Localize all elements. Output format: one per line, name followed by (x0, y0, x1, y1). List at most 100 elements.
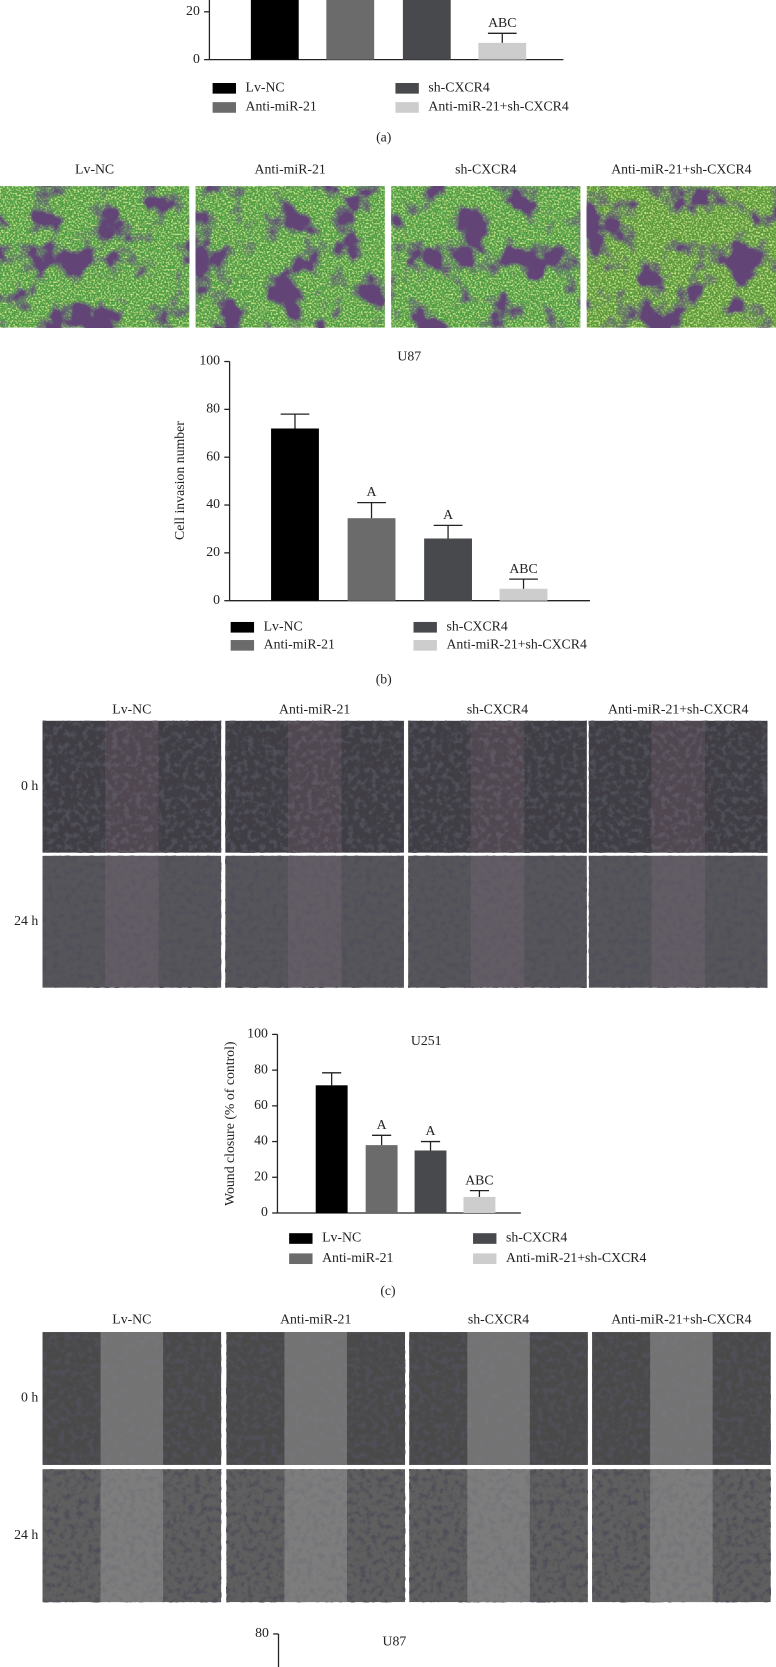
column-header: sh-CXCR4 (467, 701, 528, 716)
legend-label: Lv-NC (246, 79, 285, 94)
legend-label: Lv-NC (322, 1230, 361, 1245)
legend-swatch (413, 640, 437, 651)
y-tick-label: 80 (206, 401, 220, 416)
wound-gap (287, 855, 342, 988)
y-tick-label: 20 (254, 1168, 268, 1183)
y-axis-label: Wound closure (% of control) (222, 1041, 238, 1205)
legend-swatch (230, 621, 255, 633)
y-tick-label: 100 (199, 353, 220, 368)
y-tick-label: 0 (193, 51, 200, 66)
error-bar (469, 1190, 489, 1197)
legend-label: Anti-miR-21+sh-CXCR4 (446, 637, 586, 652)
legend-swatch (395, 102, 419, 113)
wound-gap (650, 1469, 713, 1603)
wound-gap (470, 855, 525, 988)
annotation: A (377, 1117, 387, 1132)
error-bar (509, 578, 538, 589)
column-header: Lv-NC (75, 161, 114, 176)
wound-gap (467, 1469, 530, 1603)
row-label: 24 h (14, 913, 38, 928)
y-tick-label: 80 (254, 1061, 268, 1076)
micrograph (0, 186, 190, 328)
y-tick-label: 40 (206, 496, 220, 511)
legend-label: Lv-NC (264, 618, 303, 633)
y-tick-label: 60 (206, 448, 220, 463)
legend-swatch (289, 1233, 313, 1244)
y-tick-label: 0 (213, 592, 220, 607)
legend-label: Anti-miR-21 (322, 1250, 393, 1265)
wound-gap (100, 1469, 164, 1603)
error-bar (433, 524, 463, 539)
panel-label: (a) (376, 129, 391, 145)
bar (271, 428, 319, 601)
legend-label: Anti-miR-21+sh-CXCR4 (428, 99, 568, 114)
annotation: A (426, 1123, 436, 1138)
legend-label: Anti-miR-21+sh-CXCR4 (506, 1250, 646, 1265)
wound-gap (651, 720, 705, 853)
bar (414, 1150, 447, 1213)
wound-gap (470, 720, 525, 853)
legend-swatch (413, 621, 437, 633)
legend-swatch (212, 83, 236, 94)
bar (347, 518, 396, 601)
annotation: A (443, 507, 453, 522)
error-bar (280, 413, 310, 429)
legend-swatch (230, 640, 255, 651)
legend-swatch (289, 1253, 313, 1265)
column-header: Lv-NC (112, 701, 151, 716)
wound-gap (284, 1469, 347, 1603)
annotation: ABC (509, 561, 537, 576)
micrograph (391, 186, 581, 328)
error-bar (372, 1134, 392, 1146)
micrograph (408, 855, 587, 988)
error-bar (322, 1072, 342, 1086)
wound-gap (100, 1332, 164, 1465)
legend-label: Anti-miR-21 (264, 637, 335, 652)
panel-label: (b) (376, 672, 392, 688)
annotation: ABC (488, 15, 516, 30)
row-label: 0 h (21, 1390, 38, 1405)
column-header: sh-CXCR4 (468, 1312, 529, 1327)
bar (478, 42, 527, 60)
y-tick-label: 20 (206, 544, 220, 559)
row-label: 0 h (21, 778, 38, 793)
bar (499, 588, 548, 601)
micrograph (586, 186, 776, 328)
legend-swatch (473, 1253, 497, 1265)
panel-label: (c) (380, 1283, 395, 1299)
micrograph (195, 186, 385, 328)
error-bar (357, 501, 386, 519)
y-tick-label: 40 (254, 1133, 268, 1148)
y-axis-label: Cell invasion number (172, 421, 187, 540)
y-tick-label: 80 (255, 1625, 269, 1640)
legend-swatch (212, 102, 236, 113)
column-header: Anti-miR-21 (255, 161, 326, 176)
wound-gap (105, 720, 159, 853)
column-header: Anti-miR-21+sh-CXCR4 (608, 701, 748, 716)
wound-gap (651, 855, 705, 988)
micrograph (225, 855, 404, 988)
micrograph (588, 720, 768, 853)
legend-label: Anti-miR-21 (246, 99, 317, 114)
bar (326, 0, 375, 60)
legend-label: sh-CXCR4 (506, 1230, 567, 1245)
y-tick-label: 20 (186, 3, 200, 18)
error-bar (487, 32, 517, 43)
micrograph (408, 720, 587, 853)
column-header: Anti-miR-21 (280, 1312, 351, 1327)
y-tick-label: 0 (261, 1204, 268, 1219)
bar (250, 0, 299, 60)
legend-swatch (473, 1233, 497, 1244)
chart-title: U87 (382, 1634, 406, 1649)
wound-gap (287, 720, 342, 853)
legend-label: sh-CXCR4 (446, 618, 507, 633)
micrograph (588, 855, 768, 988)
error-bar (420, 1140, 441, 1151)
chart-title: U251 (411, 1033, 442, 1048)
column-header: Anti-miR-21+sh-CXCR4 (611, 1312, 751, 1327)
column-header: Lv-NC (112, 1312, 151, 1327)
wound-gap (105, 855, 159, 988)
annotation: A (367, 484, 377, 499)
